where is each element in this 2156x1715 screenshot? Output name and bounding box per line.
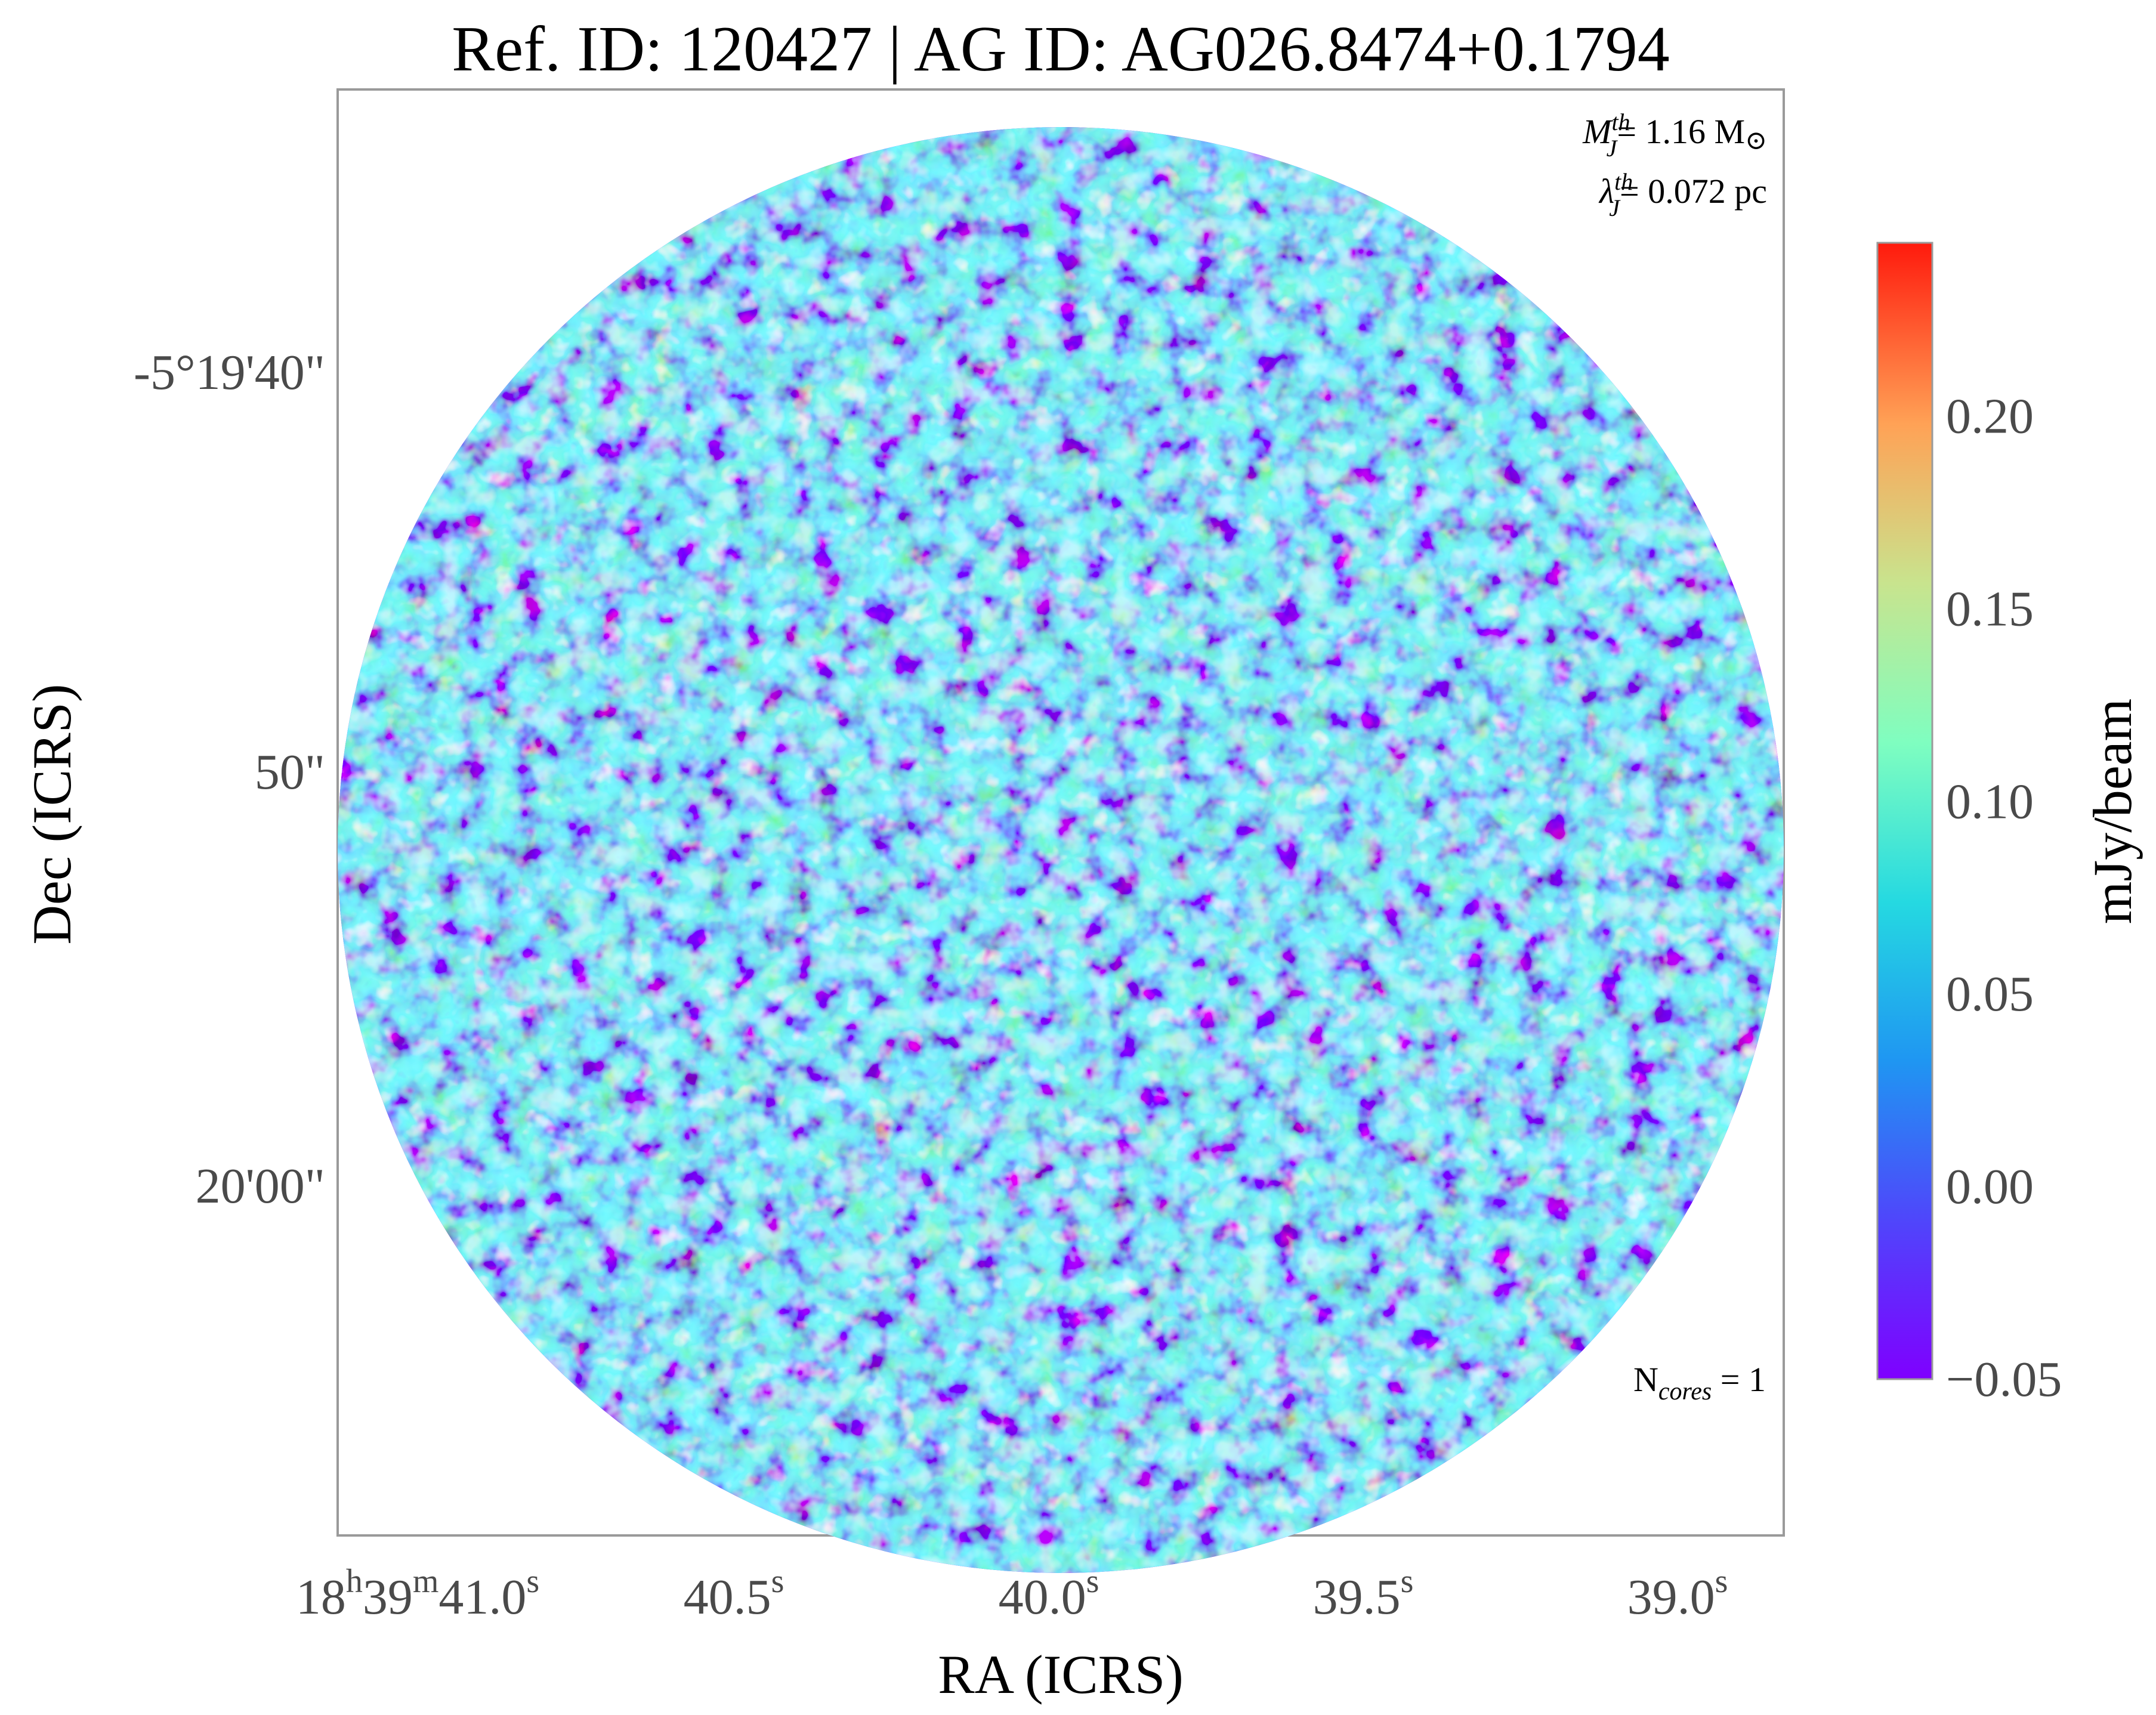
x-tick-s: 40.5 — [684, 1569, 771, 1625]
colorbar-ticks: 0.20 0.15 0.10 0.05 0.00 −0.05 — [1946, 389, 2062, 1407]
colorbar-label: mJy/beam — [2082, 699, 2143, 924]
lj-symbol: λ — [1598, 172, 1614, 211]
x-tick-label: 40.5s — [684, 1563, 784, 1625]
x-tick-label: 40.0s — [999, 1563, 1099, 1625]
x-tick-s: 39.0 — [1627, 1569, 1715, 1625]
ncores-prefix: N — [1633, 1360, 1658, 1399]
ncores-value: = 1 — [1712, 1360, 1766, 1399]
ncores-sub: cores — [1658, 1378, 1712, 1405]
y-tick-label: 50" — [255, 744, 325, 800]
y-axis-label: Dec (ICRS) — [21, 684, 82, 945]
x-tick-m: 39 — [363, 1569, 413, 1625]
colorbar-tick-label: 0.15 — [1946, 581, 2034, 636]
colorbar-tick-label: 0.10 — [1946, 774, 2034, 829]
second-sup: s — [1401, 1563, 1414, 1600]
x-tick-s: 41.0 — [438, 1569, 526, 1625]
hour-sup: h — [346, 1563, 363, 1600]
x-tick-label: 39.5s — [1313, 1563, 1414, 1625]
x-tick-label: 18h39m41.0s — [296, 1563, 539, 1625]
x-axis-label: RA (ICRS) — [938, 1644, 1184, 1705]
colorbar-tick-label: 0.20 — [1946, 389, 2034, 444]
x-tick-s: 39.5 — [1313, 1569, 1401, 1625]
x-tick-label: 39.0s — [1627, 1563, 1728, 1625]
mj-unit: ⊙ — [1745, 126, 1767, 155]
mj-sub: J — [1607, 135, 1618, 162]
colorbar-tick-label: 0.00 — [1946, 1159, 2034, 1215]
lj-value: = 0.072 pc — [1620, 172, 1767, 211]
jeans-length-annotation: λth J= 0.072 pc — [1598, 168, 1767, 221]
second-sup: s — [526, 1563, 539, 1600]
mj-symbol: M — [1582, 112, 1613, 151]
colorbar — [1876, 242, 1933, 1380]
y-tick-label: -5°19'40" — [134, 345, 325, 400]
colorbar-tick-label: −0.05 — [1946, 1352, 2062, 1407]
lj-sub: J — [1609, 194, 1621, 221]
heatmap-image — [338, 127, 1784, 1573]
ncores-annotation: Ncores = 1 — [1633, 1360, 1766, 1405]
jeans-mass-annotation: Mth J= 1.16 M⊙ — [1582, 109, 1767, 162]
x-tick-s: 40.0 — [999, 1569, 1086, 1625]
y-tick-label: 20'00" — [196, 1158, 325, 1214]
second-sup: s — [1086, 1563, 1099, 1600]
mj-value: = 1.16 M — [1617, 112, 1745, 151]
lj-sup: th — [1614, 168, 1633, 195]
second-sup: s — [1715, 1563, 1728, 1600]
mj-sup: th — [1611, 109, 1630, 135]
x-tick-h: 18 — [296, 1569, 346, 1625]
chart-title: Ref. ID: 120427 | AG ID: AG026.8474+0.17… — [452, 14, 1669, 85]
minute-sup: m — [413, 1563, 439, 1600]
second-sup: s — [771, 1563, 784, 1600]
colorbar-tick-label: 0.05 — [1946, 966, 2034, 1022]
